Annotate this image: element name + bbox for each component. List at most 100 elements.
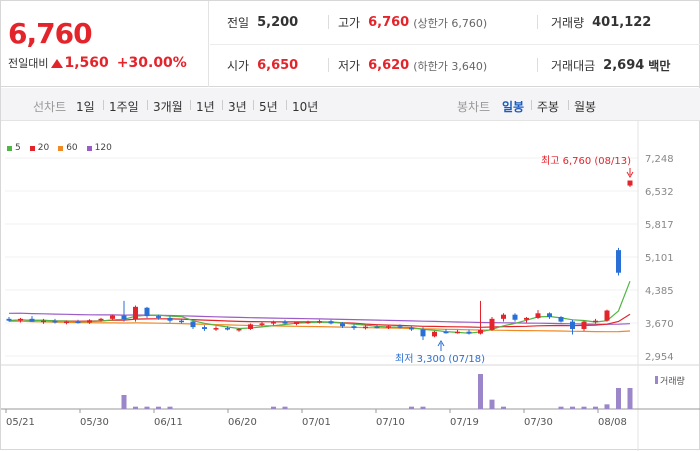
candle-body bbox=[409, 327, 414, 330]
candle-chart-label: 봉차트 bbox=[457, 100, 491, 114]
quote-header: 6,760 전일대비 1,560 +30.00% 전일 5,200 고가 6,7… bbox=[1, 1, 700, 87]
volume-bar bbox=[156, 406, 161, 409]
ma-legend: 5 20 60 120 bbox=[7, 143, 121, 153]
volume-bar bbox=[478, 374, 483, 409]
x-tick-label: 05/30 bbox=[80, 417, 109, 428]
chart-toolbar: 선차트 봉차트 1일 1주일 3개월 1년 3년 5년 10년 일봉 주봉 월봉 bbox=[1, 88, 700, 121]
y-tick-label: 5,817 bbox=[645, 220, 674, 231]
period-tab-0[interactable]: 1일 bbox=[76, 100, 95, 114]
volume-bar bbox=[144, 406, 150, 409]
price-chart[interactable]: 7,248 6,532 5,817 5,101 4,385 3,670 2,954 05/21… bbox=[1, 121, 700, 451]
candle-body bbox=[179, 320, 184, 323]
volume-bar bbox=[501, 406, 506, 409]
candle-body bbox=[455, 331, 460, 334]
up-arrow-icon bbox=[51, 58, 64, 68]
candle-body bbox=[29, 318, 35, 322]
period-tab-6[interactable]: 10년 bbox=[292, 100, 319, 114]
legend-item-120: 120 bbox=[86, 143, 112, 153]
high-label: 고가 bbox=[338, 16, 361, 30]
candle-body bbox=[501, 314, 506, 319]
candle-body bbox=[397, 326, 403, 328]
candle-body bbox=[98, 318, 104, 321]
candle-body bbox=[593, 320, 598, 323]
volume-legend: 거래량 bbox=[660, 375, 685, 387]
candle-body bbox=[558, 316, 564, 322]
open-label: 시가 bbox=[227, 59, 250, 73]
prev-close-value: 5,200 bbox=[257, 15, 299, 30]
candle-body bbox=[524, 317, 529, 320]
volume-bar bbox=[581, 406, 587, 409]
amount-label: 거래대금 bbox=[551, 59, 596, 73]
candle-body bbox=[75, 321, 81, 324]
candle-body bbox=[305, 321, 311, 324]
y-tick-label: 4,385 bbox=[645, 286, 674, 297]
candle-body bbox=[110, 315, 115, 319]
volume-bar bbox=[616, 388, 621, 409]
candle-body bbox=[466, 331, 472, 334]
x-tick-label: 05/21 bbox=[6, 417, 35, 428]
volume-bar bbox=[558, 406, 564, 409]
line-chart-label: 선차트 bbox=[33, 100, 67, 114]
candle-body bbox=[271, 322, 276, 324]
volume-label: 거래량 bbox=[551, 16, 585, 30]
candle-body bbox=[363, 326, 368, 329]
candle-body bbox=[282, 322, 288, 324]
low-arrowhead bbox=[437, 340, 445, 347]
volume-bar bbox=[593, 406, 598, 409]
volume-legend-swatch bbox=[655, 376, 658, 384]
candle-body bbox=[547, 313, 552, 317]
candle-body bbox=[443, 331, 449, 334]
period-tab-2[interactable]: 3개월 bbox=[153, 100, 183, 114]
upper-limit: (상한가 6,760) bbox=[413, 16, 488, 30]
high-annotation: 최고 6,760 (08/13) bbox=[541, 155, 631, 167]
volume-value: 401,122 bbox=[592, 15, 652, 30]
candle-body bbox=[156, 316, 161, 318]
volume-bar bbox=[489, 399, 495, 409]
prev-close: 전일 5,200 bbox=[227, 1, 298, 44]
candle-body bbox=[87, 320, 92, 323]
change-percent: +30.00% bbox=[116, 55, 187, 71]
change-amount: 1,560 bbox=[64, 55, 109, 71]
candle-body bbox=[535, 313, 541, 318]
quote-grid: 전일 5,200 고가 6,760 (상한가 6,760) 거래량 401,12… bbox=[210, 1, 700, 87]
prev-close-label: 전일 bbox=[227, 16, 250, 30]
low-value: 6,620 bbox=[368, 58, 410, 73]
high-arrowhead bbox=[626, 171, 634, 178]
volume-bar bbox=[121, 395, 127, 409]
candle-tab-2[interactable]: 월봉 bbox=[574, 100, 597, 114]
period-tab-5[interactable]: 5년 bbox=[259, 100, 278, 114]
x-tick-label: 08/08 bbox=[598, 417, 627, 428]
candle-tab-0[interactable]: 일봉 bbox=[502, 100, 525, 114]
period-tab-3[interactable]: 1년 bbox=[196, 100, 215, 114]
period-tab-4[interactable]: 3년 bbox=[228, 100, 247, 114]
x-tick-label: 07/19 bbox=[450, 417, 479, 428]
candle-body bbox=[581, 321, 587, 329]
volume-bar bbox=[627, 388, 633, 409]
candle-body bbox=[236, 328, 242, 331]
candle-body bbox=[225, 328, 230, 330]
x-tick-label: 07/01 bbox=[302, 417, 331, 428]
candle-body bbox=[512, 314, 518, 320]
period-tab-1[interactable]: 1주일 bbox=[109, 100, 139, 114]
legend-item-5: 5 bbox=[7, 143, 21, 153]
volume-bar bbox=[133, 406, 138, 409]
high-value: 6,760 bbox=[368, 15, 410, 30]
legend-item-60: 60 bbox=[58, 143, 78, 153]
ma-line-60 bbox=[8, 320, 631, 333]
current-price: 6,760 bbox=[8, 17, 93, 50]
candle-body bbox=[121, 315, 127, 320]
candle-tab-1[interactable]: 주봉 bbox=[537, 100, 560, 114]
lower-limit: (하한가 3,640) bbox=[413, 59, 488, 73]
candle-body bbox=[259, 323, 265, 325]
amount-value: 2,694 bbox=[603, 58, 645, 73]
candle-body bbox=[432, 331, 437, 337]
volume-bar bbox=[409, 406, 414, 409]
candle-body bbox=[340, 323, 345, 327]
candle-body bbox=[616, 250, 621, 273]
candle-body bbox=[18, 318, 23, 321]
volume-bar bbox=[167, 406, 173, 409]
y-tick-label: 2,954 bbox=[645, 352, 674, 363]
candle-body bbox=[190, 321, 196, 328]
volume: 거래량 401,122 bbox=[551, 1, 651, 44]
